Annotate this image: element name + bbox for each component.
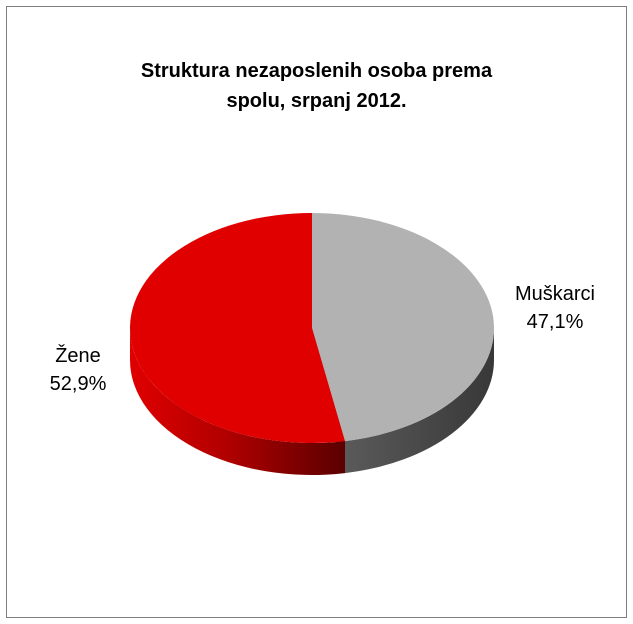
slice-label-zene: Žene [55, 345, 101, 367]
pie-slice-muskarci [312, 213, 494, 442]
slice-value-zene: 52,9% [49, 373, 107, 395]
pie-side-zene [130, 328, 345, 475]
chart-title-line-1: Struktura nezaposlenih osoba prema [140, 60, 493, 82]
slice-value-muskarci: 47,1% [526, 311, 584, 333]
chart-title-line-2: spolu, srpanj 2012. [226, 90, 407, 112]
pie-slice-zene [129, 213, 345, 443]
data-label-zene: Žene 52,9% [38, 342, 118, 398]
chart-title: Struktura nezaposlenih osoba prema spolu… [0, 56, 633, 116]
slice-label-muskarci: Muškarci [514, 283, 595, 305]
data-label-muskarci: Muškarci 47,1% [502, 280, 608, 336]
pie-side-muskarci [344, 328, 495, 474]
